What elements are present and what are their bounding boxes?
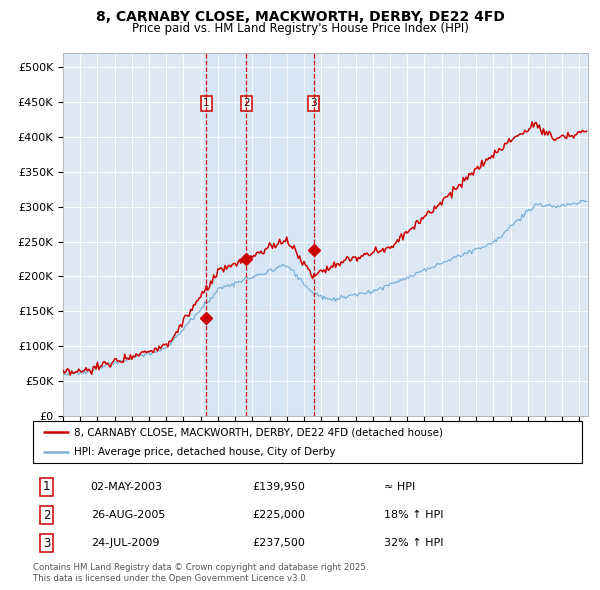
Text: ≈ HPI: ≈ HPI bbox=[385, 482, 416, 491]
Bar bbox=[206, 53, 314, 416]
Text: 8, CARNABY CLOSE, MACKWORTH, DERBY, DE22 4FD: 8, CARNABY CLOSE, MACKWORTH, DERBY, DE22… bbox=[95, 10, 505, 24]
Text: Price paid vs. HM Land Registry's House Price Index (HPI): Price paid vs. HM Land Registry's House … bbox=[131, 22, 469, 35]
Text: 24-JUL-2009: 24-JUL-2009 bbox=[91, 539, 159, 548]
Text: 2: 2 bbox=[243, 99, 250, 109]
Text: 1: 1 bbox=[43, 480, 50, 493]
Text: 3: 3 bbox=[310, 99, 317, 109]
Text: 18% ↑ HPI: 18% ↑ HPI bbox=[385, 510, 444, 520]
FancyBboxPatch shape bbox=[33, 421, 582, 463]
Text: 2: 2 bbox=[43, 509, 50, 522]
Text: HPI: Average price, detached house, City of Derby: HPI: Average price, detached house, City… bbox=[74, 447, 336, 457]
Text: £225,000: £225,000 bbox=[253, 510, 305, 520]
Text: Contains HM Land Registry data © Crown copyright and database right 2025.
This d: Contains HM Land Registry data © Crown c… bbox=[33, 563, 368, 583]
Text: 3: 3 bbox=[43, 537, 50, 550]
Text: 26-AUG-2005: 26-AUG-2005 bbox=[91, 510, 165, 520]
Text: 1: 1 bbox=[203, 99, 209, 109]
Text: 02-MAY-2003: 02-MAY-2003 bbox=[91, 482, 163, 491]
Text: £139,950: £139,950 bbox=[253, 482, 305, 491]
Text: 32% ↑ HPI: 32% ↑ HPI bbox=[385, 539, 444, 548]
Text: £237,500: £237,500 bbox=[253, 539, 305, 548]
Text: 8, CARNABY CLOSE, MACKWORTH, DERBY, DE22 4FD (detached house): 8, CARNABY CLOSE, MACKWORTH, DERBY, DE22… bbox=[74, 427, 443, 437]
